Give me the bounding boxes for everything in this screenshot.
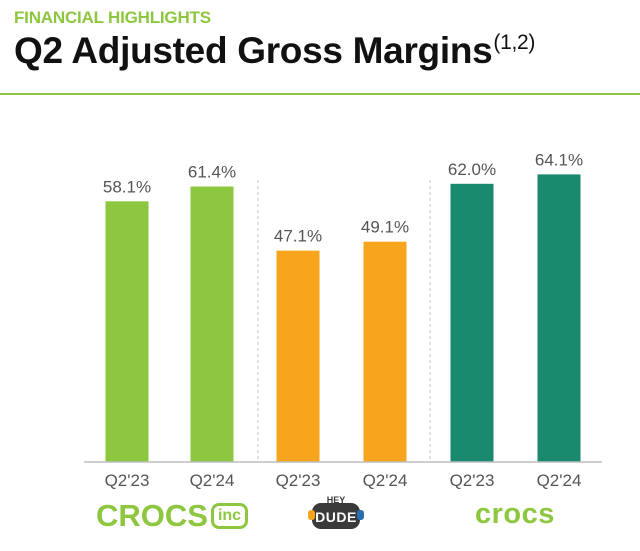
bar bbox=[276, 250, 320, 462]
eyebrow-label: FINANCIAL HIGHLIGHTS bbox=[14, 8, 211, 27]
category-label: Q2'24 bbox=[190, 471, 235, 490]
data-label: 61.4% bbox=[188, 162, 236, 181]
data-label: 62.0% bbox=[448, 160, 496, 179]
bar bbox=[537, 174, 581, 462]
category-label: Q2'23 bbox=[105, 471, 150, 490]
bar bbox=[450, 183, 494, 462]
category-label: Q2'24 bbox=[363, 471, 408, 490]
category-label: Q2'23 bbox=[450, 471, 495, 490]
crocs-logo: crocs bbox=[475, 498, 555, 530]
svg-text:HEY: HEY bbox=[327, 495, 346, 505]
data-label: 49.1% bbox=[361, 218, 409, 237]
hey-dude-logo: HEY DUDE bbox=[308, 495, 364, 529]
category-label: Q2'23 bbox=[276, 471, 321, 490]
header-divider bbox=[0, 93, 640, 95]
title-footnote-ref: (1,2) bbox=[493, 31, 536, 54]
crocs-inc-logo: CROCS inc bbox=[96, 498, 249, 534]
crocs-inc-logo-suffix: inc bbox=[210, 503, 249, 529]
data-label: 64.1% bbox=[535, 150, 583, 169]
bar bbox=[190, 186, 234, 462]
bar bbox=[105, 201, 149, 462]
page-title: Q2 Adjusted Gross Margins(1,2) bbox=[14, 30, 535, 72]
bar bbox=[363, 241, 407, 462]
data-label: 47.1% bbox=[274, 227, 322, 246]
crocs-inc-logo-word: CROCS bbox=[96, 498, 208, 533]
title-text: Q2 Adjusted Gross Margins bbox=[14, 30, 493, 71]
category-label: Q2'24 bbox=[537, 471, 582, 490]
data-label: 58.1% bbox=[103, 177, 151, 196]
svg-text:DUDE: DUDE bbox=[315, 509, 357, 525]
